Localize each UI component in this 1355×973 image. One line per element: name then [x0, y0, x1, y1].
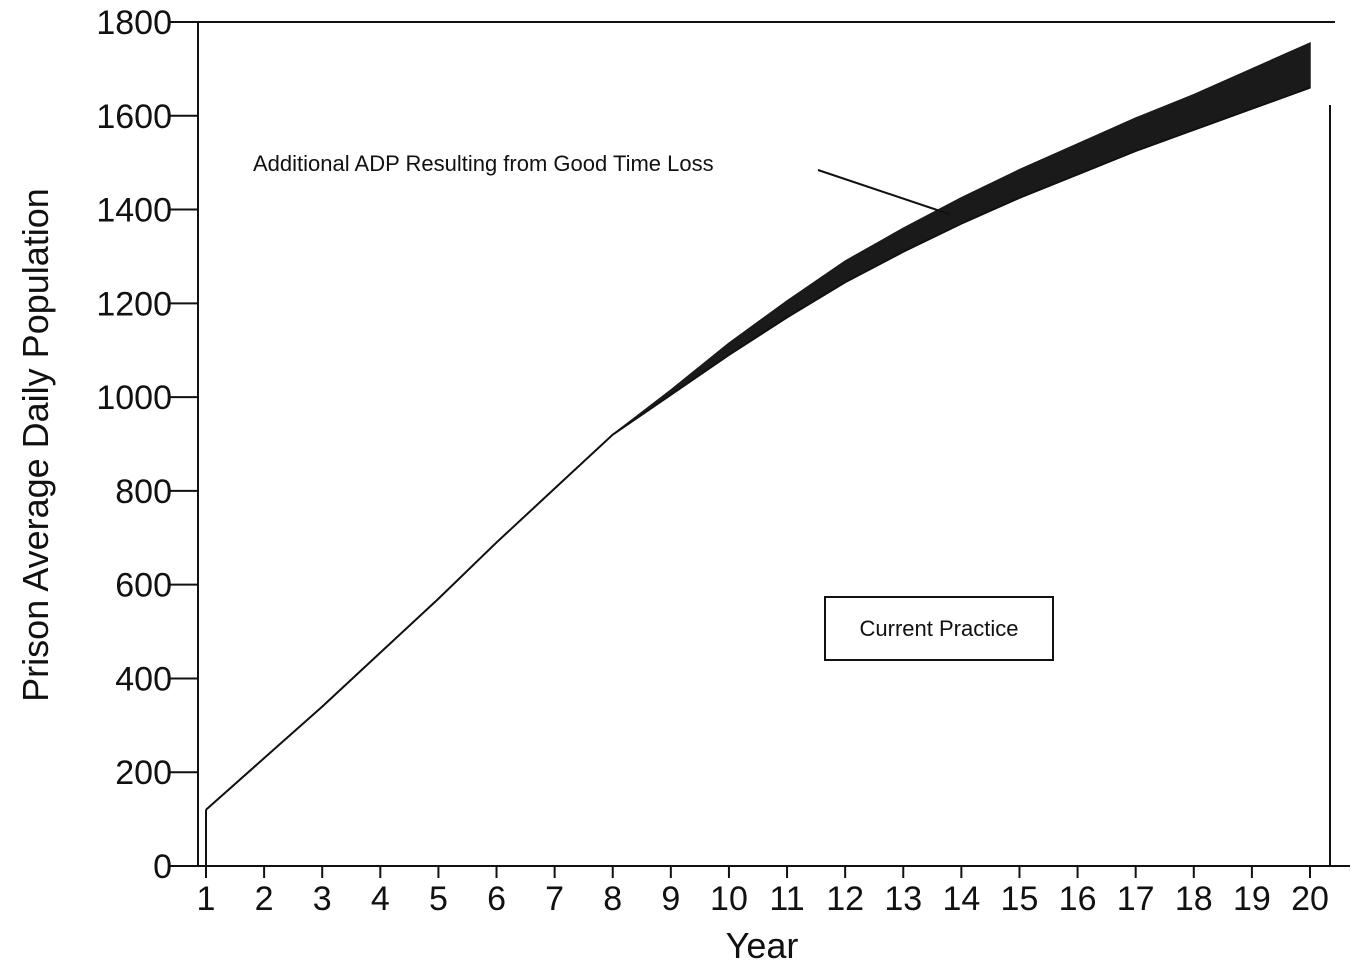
x-tick-label: 9	[661, 880, 680, 918]
x-tick-label: 3	[313, 880, 332, 918]
x-tick-label: 5	[429, 880, 448, 918]
x-tick-label: 11	[769, 880, 804, 918]
x-tick-label: 16	[1059, 880, 1097, 918]
y-axis-title: Prison Average Daily Population	[15, 188, 56, 702]
x-tick-label: 15	[1001, 880, 1039, 918]
y-tick-label: 1800	[96, 4, 172, 42]
y-tick-label: 1400	[96, 192, 172, 230]
x-axis-title: Year	[726, 925, 799, 966]
x-tick-label: 6	[487, 880, 506, 918]
y-tick-label: 1000	[96, 379, 172, 417]
y-axis-ticks: 0 200 400 600 800 1000 1200 1400 1600 1800	[96, 4, 198, 886]
x-tick-label: 13	[884, 880, 922, 918]
current-practice-label-box	[824, 596, 1054, 661]
series	[205, 41, 1311, 866]
y-tick-label: 200	[115, 754, 172, 792]
band-annotation: Additional ADP Resulting from Good Time …	[253, 151, 714, 176]
y-tick-label: 800	[115, 473, 172, 511]
y-tick-label: 1600	[96, 98, 172, 136]
x-tick-label: 20	[1291, 880, 1329, 918]
current-practice-label: Current Practice	[860, 616, 1019, 641]
current-practice-line	[205, 86, 1311, 811]
band-annotation-leader	[817, 169, 951, 216]
axes	[185, 21, 1350, 867]
y-tick-label: 0	[153, 848, 172, 886]
x-tick-label: 12	[826, 880, 864, 918]
x-tick-label: 4	[371, 880, 390, 918]
y-tick-label: 400	[115, 660, 172, 698]
x-tick-label: 18	[1175, 880, 1213, 918]
x-tick-label: 2	[255, 880, 274, 918]
x-tick-label: 7	[545, 880, 564, 918]
x-tick-label: 1	[197, 880, 216, 918]
x-tick-label: 10	[710, 880, 748, 918]
x-tick-label: 19	[1233, 880, 1271, 918]
x-tick-label: 14	[942, 880, 980, 918]
x-tick-label: 17	[1117, 880, 1155, 918]
x-axis-ticks: 1 2 3 4 5 6 7 8 9 10 11 12 13 14 15 16 17 18 19 20	[197, 866, 1329, 918]
x-tick-label: 8	[603, 880, 622, 918]
y-tick-label: 600	[115, 567, 172, 605]
y-tick-label: 1200	[96, 285, 172, 323]
